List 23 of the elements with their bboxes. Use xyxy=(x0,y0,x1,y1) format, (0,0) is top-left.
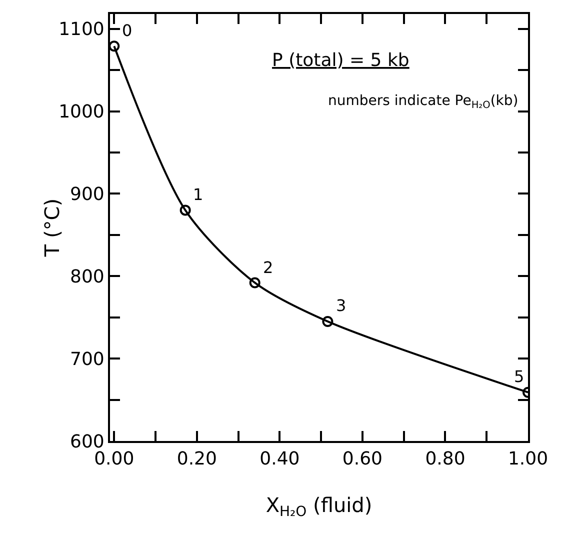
y-axis-title: T (°C) xyxy=(40,198,64,258)
x-tick-label: 0.80 xyxy=(425,448,466,470)
y-tick-label: 1000 xyxy=(58,102,104,123)
annotation: numbers indicate Pe$_{H₂O}$(kb) xyxy=(328,93,518,111)
point xyxy=(322,316,334,327)
annotation: 1 xyxy=(193,185,204,204)
annotation: 0 xyxy=(122,21,132,40)
annotation: 5 xyxy=(514,367,524,386)
y-tick-label: 1100 xyxy=(58,19,104,40)
point xyxy=(180,204,191,216)
x-tick-label: 0.60 xyxy=(342,448,382,470)
x-axis-title: X$_{H₂O}$ (fluid) xyxy=(266,493,372,520)
point xyxy=(249,277,260,288)
y-tick-label: 900 xyxy=(70,184,104,205)
annotation: 2 xyxy=(263,258,274,277)
x-tick-label: 0.40 xyxy=(260,448,300,470)
x-tick-label: 0.20 xyxy=(176,448,217,470)
annotation: P (total) = 5 kb xyxy=(272,50,410,71)
x-tick-label: 1.00 xyxy=(508,448,548,470)
annotation: 3 xyxy=(336,296,346,315)
y-tick-label: 800 xyxy=(70,266,104,288)
point xyxy=(110,40,120,52)
y-tick-label: 700 xyxy=(70,348,104,370)
